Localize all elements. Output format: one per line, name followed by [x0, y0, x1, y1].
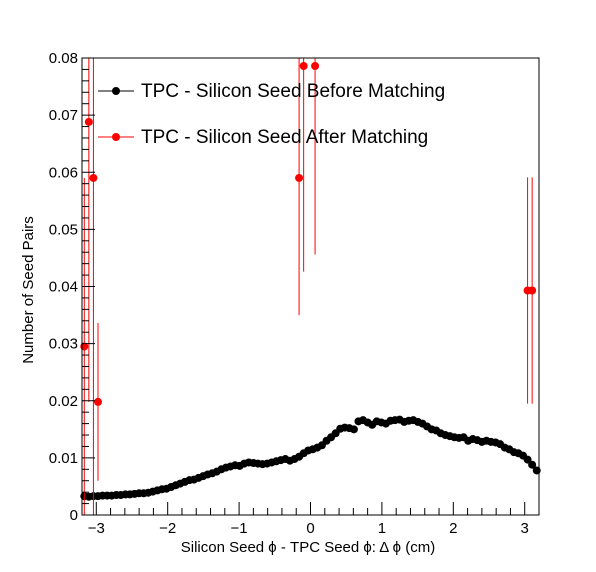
legend-label-after: TPC - Silicon Seed After Matching: [141, 127, 428, 148]
y-tick-label: 0.08: [49, 50, 78, 67]
y-tick-label: 0.07: [49, 107, 78, 124]
x-tick-label: 1: [378, 520, 386, 537]
y-axis: 0 0.01 0.02 0.03 0.04 0.05 0.06 0.07 0.08: [49, 50, 95, 524]
data-point-before: [528, 460, 537, 469]
data-point-before: [349, 425, 358, 434]
data-point-after: [84, 117, 93, 126]
y-tick-label: 0.04: [49, 279, 78, 296]
series-after-matching: [80, 58, 537, 515]
x-tick-label: −1: [231, 520, 248, 537]
x-axis-title: Silicon Seed ϕ - TPC Seed ϕ: Δ ϕ (cm): [181, 539, 435, 556]
x-tick-label: 2: [449, 520, 457, 537]
x-tick-label: −3: [88, 520, 105, 537]
data-point-before: [523, 455, 532, 464]
series-before-matching: [80, 415, 541, 501]
data-point-after: [295, 173, 304, 182]
y-tick-label: 0: [70, 507, 78, 524]
y-tick-label: 0.01: [49, 450, 78, 467]
x-tick-label: 0: [306, 520, 314, 537]
x-tick-label: −2: [159, 520, 176, 537]
legend-marker-before: [112, 87, 120, 95]
y-tick-label: 0.05: [49, 221, 78, 238]
data-point-after: [528, 286, 537, 295]
x-axis: −3 −2 −1 0 1 2 3: [81, 502, 540, 537]
y-axis-title: Number of Seed Pairs: [20, 216, 37, 364]
data-point-before: [532, 466, 541, 475]
y-tick-label: 0.02: [49, 393, 78, 410]
x-tick-label: 3: [521, 520, 529, 537]
data-point-after: [299, 61, 308, 70]
data-point-after: [311, 61, 320, 70]
data-point-after: [89, 173, 98, 182]
y-tick-label: 0.06: [49, 164, 78, 181]
data-point-after: [93, 397, 102, 406]
y-tick-label: 0.03: [49, 336, 78, 353]
plot-area: [80, 58, 541, 515]
legend-marker-after: [112, 133, 120, 141]
legend: TPC - Silicon Seed Before Matching TPC -…: [98, 81, 445, 148]
legend-label-before: TPC - Silicon Seed Before Matching: [141, 81, 445, 102]
